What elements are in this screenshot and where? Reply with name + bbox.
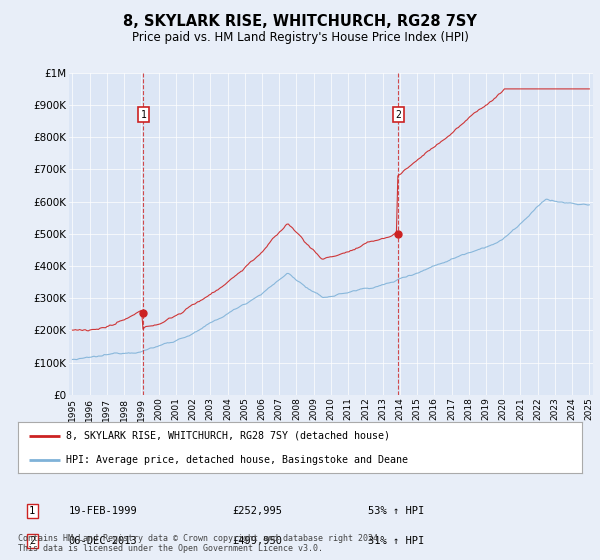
Text: 2: 2 (395, 110, 401, 120)
Text: Price paid vs. HM Land Registry's House Price Index (HPI): Price paid vs. HM Land Registry's House … (131, 31, 469, 44)
Text: 1: 1 (29, 506, 35, 516)
Text: £252,995: £252,995 (232, 506, 283, 516)
Text: 06-DEC-2013: 06-DEC-2013 (69, 536, 137, 546)
Text: 1: 1 (140, 110, 146, 120)
Text: HPI: Average price, detached house, Basingstoke and Deane: HPI: Average price, detached house, Basi… (66, 455, 408, 465)
Text: 8, SKYLARK RISE, WHITCHURCH, RG28 7SY: 8, SKYLARK RISE, WHITCHURCH, RG28 7SY (123, 14, 477, 29)
Text: £499,950: £499,950 (232, 536, 283, 546)
Text: 53% ↑ HPI: 53% ↑ HPI (368, 506, 424, 516)
Text: Contains HM Land Registry data © Crown copyright and database right 2024.
This d: Contains HM Land Registry data © Crown c… (18, 534, 383, 553)
Text: 2: 2 (29, 536, 35, 546)
Text: 19-FEB-1999: 19-FEB-1999 (69, 506, 137, 516)
Text: 8, SKYLARK RISE, WHITCHURCH, RG28 7SY (detached house): 8, SKYLARK RISE, WHITCHURCH, RG28 7SY (d… (66, 431, 390, 441)
Text: 31% ↑ HPI: 31% ↑ HPI (368, 536, 424, 546)
